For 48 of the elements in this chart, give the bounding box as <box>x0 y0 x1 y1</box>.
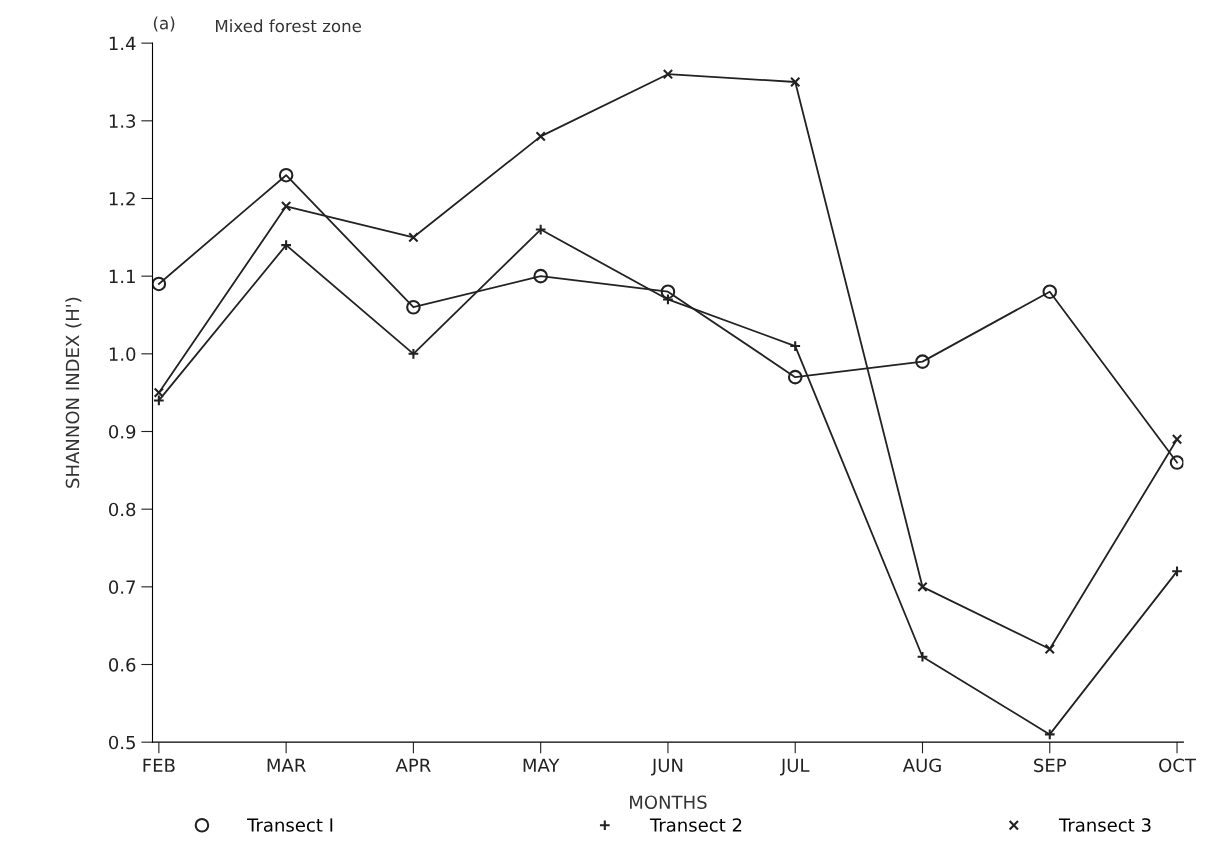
legend-label: Transect I <box>247 818 333 832</box>
point <box>278 167 294 183</box>
y-axis-title: SHANNON INDEX (H') <box>65 297 82 488</box>
point <box>1169 455 1184 470</box>
point <box>660 284 676 299</box>
point <box>790 76 801 88</box>
y-tick-label: 0.6 <box>109 657 136 672</box>
y-tick-label: 1.2 <box>109 191 135 206</box>
y-tick-label: 0.9 <box>109 424 136 439</box>
point <box>662 293 674 306</box>
y-tick-label: 1.0 <box>109 347 136 361</box>
y-tick-label: 0.5 <box>109 735 135 750</box>
point <box>787 369 803 385</box>
x-tick-label: JUN <box>650 758 683 776</box>
point <box>408 232 419 243</box>
y-tick-label: 1.1 <box>109 269 135 284</box>
point <box>406 299 421 315</box>
x-tick-label: MAR <box>267 758 306 772</box>
point <box>1044 643 1055 655</box>
y-tick-label: 1.3 <box>109 114 136 128</box>
point <box>789 340 802 352</box>
legend-label: Transect 3 <box>1058 818 1151 832</box>
x-axis-title: MONTHS <box>630 795 707 810</box>
point <box>1171 434 1183 445</box>
point <box>662 69 674 80</box>
text: (a) <box>153 16 175 32</box>
y-tick-label: 1.4 <box>109 36 136 51</box>
x-tick-label: SEP <box>1034 758 1067 773</box>
point <box>917 581 928 593</box>
point <box>1042 284 1058 299</box>
point <box>152 276 167 292</box>
point <box>534 223 547 236</box>
x-tick-label: APR <box>395 758 431 772</box>
x-tick-label: FEB <box>143 758 175 772</box>
x-tick-label: AUG <box>902 758 941 773</box>
point <box>1171 565 1183 578</box>
legend-label: Transect 2 <box>649 818 742 832</box>
x-tick-label: OCT <box>1159 758 1197 773</box>
y-tick-label: 0.8 <box>109 502 136 517</box>
chart-title: Mixed forest zone <box>215 19 362 33</box>
point <box>533 268 548 284</box>
point <box>280 201 292 212</box>
point <box>915 354 930 369</box>
y-tick-label: 0.7 <box>109 580 135 594</box>
x-tick-label: JUL <box>779 758 810 776</box>
point <box>535 131 546 142</box>
x-tick-label: MAY <box>523 758 560 772</box>
point <box>1043 728 1056 741</box>
